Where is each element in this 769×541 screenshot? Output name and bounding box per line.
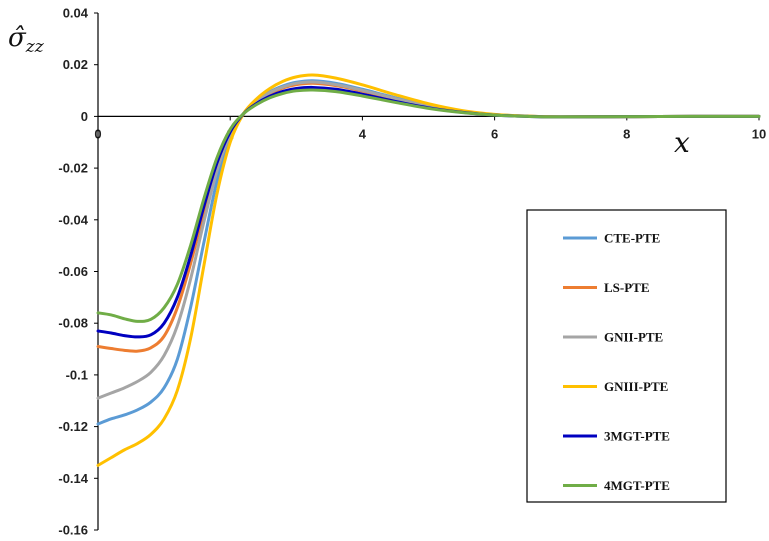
y-axis-ticks: 0.04 0.02 0 -0.02 -0.04 -0.06 -0.08 -0.1 -0.12 -0…: [58, 6, 98, 538]
y-tick-label: -0.08: [58, 316, 88, 331]
y-tick-label: 0.04: [63, 6, 89, 21]
y-tick-label: -0.12: [58, 419, 88, 434]
series-line-4mgt-pte: [96, 88, 761, 323]
legend-label: 4MGT-PTE: [604, 478, 670, 493]
legend-label: GNIII-PTE: [604, 379, 668, 394]
y-tick-label: -0.02: [58, 161, 88, 176]
legend-label: CTE-PTE: [604, 231, 660, 246]
legend-label: GNII-PTE: [604, 330, 663, 345]
x-tick-label: 4: [359, 126, 367, 141]
x-tick-label: 6: [491, 126, 498, 141]
x-axis-ticks: 0246810: [94, 116, 766, 141]
y-tick-label: -0.14: [58, 471, 88, 486]
legend: CTE-PTE LS-PTE GNII-PTE GNIII-PTE 3MGT-PTE 4M…: [526, 209, 727, 503]
y-tick-label: -0.06: [58, 264, 88, 279]
y-tick-label: 0: [81, 109, 88, 124]
x-tick-label: 8: [623, 126, 630, 141]
legend-label: LS-PTE: [604, 280, 650, 295]
legend-label: 3MGT-PTE: [604, 429, 670, 444]
x-tick-label: 10: [752, 126, 766, 141]
y-tick-label: -0.1: [66, 367, 88, 382]
legend-box: [526, 209, 727, 503]
y-tick-label: 0.02: [63, 57, 88, 72]
y-tick-label: -0.04: [58, 212, 88, 227]
x-axis-title: x: [674, 126, 690, 159]
y-axis-title: σ̂zz: [8, 23, 45, 57]
series-lines: [96, 73, 761, 467]
y-tick-label: -0.16: [58, 523, 88, 538]
